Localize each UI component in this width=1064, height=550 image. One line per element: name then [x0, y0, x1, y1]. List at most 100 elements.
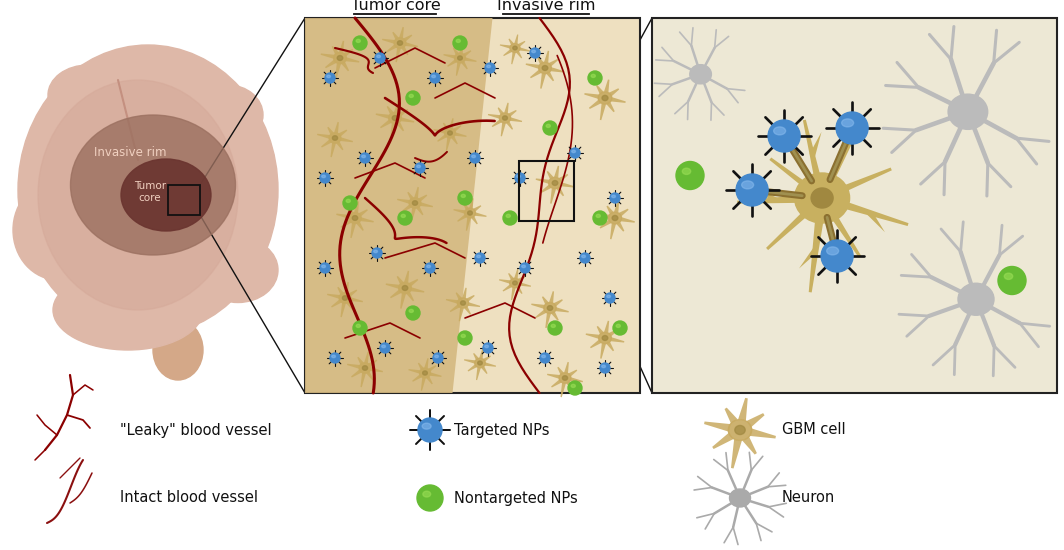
Ellipse shape [401, 214, 405, 217]
Polygon shape [566, 381, 573, 390]
Ellipse shape [552, 180, 558, 185]
Polygon shape [564, 362, 569, 373]
Ellipse shape [571, 150, 576, 153]
Ellipse shape [774, 127, 785, 135]
Polygon shape [769, 157, 812, 191]
Polygon shape [492, 119, 502, 127]
Polygon shape [358, 357, 364, 365]
Ellipse shape [461, 334, 465, 338]
Ellipse shape [435, 355, 438, 358]
Polygon shape [519, 282, 531, 287]
Polygon shape [345, 57, 360, 63]
Polygon shape [747, 413, 765, 427]
Ellipse shape [513, 46, 517, 50]
Polygon shape [614, 200, 619, 213]
Text: Targeted NPs: Targeted NPs [454, 422, 549, 437]
Polygon shape [553, 299, 563, 307]
Polygon shape [339, 137, 353, 142]
Polygon shape [433, 129, 446, 134]
Polygon shape [810, 132, 821, 156]
Ellipse shape [728, 420, 751, 441]
Polygon shape [449, 118, 453, 129]
Polygon shape [600, 343, 605, 359]
Polygon shape [347, 364, 361, 369]
Ellipse shape [571, 384, 576, 387]
Ellipse shape [343, 296, 348, 300]
Circle shape [593, 211, 606, 225]
Polygon shape [397, 199, 411, 204]
Polygon shape [320, 53, 335, 59]
Polygon shape [455, 62, 461, 76]
Ellipse shape [602, 95, 608, 101]
Polygon shape [516, 286, 522, 294]
Polygon shape [455, 292, 462, 300]
Text: GBM cell: GBM cell [782, 422, 846, 437]
Ellipse shape [477, 255, 481, 257]
Polygon shape [569, 377, 583, 382]
Ellipse shape [612, 195, 615, 197]
Polygon shape [606, 342, 614, 351]
Polygon shape [317, 134, 330, 139]
Polygon shape [547, 171, 553, 179]
Polygon shape [406, 292, 414, 301]
Polygon shape [704, 421, 731, 432]
Polygon shape [511, 52, 516, 64]
Circle shape [520, 263, 530, 273]
Ellipse shape [682, 168, 691, 174]
Ellipse shape [321, 175, 326, 178]
Ellipse shape [198, 238, 278, 302]
Polygon shape [336, 141, 344, 150]
Polygon shape [366, 371, 373, 380]
Circle shape [375, 53, 385, 63]
Polygon shape [549, 59, 559, 67]
Polygon shape [437, 134, 447, 142]
Ellipse shape [193, 85, 263, 145]
Polygon shape [506, 121, 513, 130]
Circle shape [836, 112, 868, 144]
Polygon shape [620, 217, 635, 223]
Polygon shape [454, 132, 467, 137]
Polygon shape [509, 39, 514, 45]
Polygon shape [544, 51, 549, 63]
Polygon shape [410, 287, 425, 293]
Ellipse shape [456, 40, 461, 42]
Polygon shape [409, 279, 418, 287]
Polygon shape [450, 304, 460, 312]
Polygon shape [359, 209, 368, 217]
Polygon shape [514, 268, 518, 279]
Polygon shape [419, 202, 433, 207]
Polygon shape [738, 398, 748, 421]
Polygon shape [501, 123, 505, 136]
Ellipse shape [116, 52, 200, 118]
Ellipse shape [606, 295, 611, 298]
Ellipse shape [842, 119, 853, 127]
Polygon shape [325, 59, 336, 68]
Polygon shape [327, 294, 340, 299]
Ellipse shape [742, 181, 753, 189]
Polygon shape [475, 212, 486, 217]
Polygon shape [484, 362, 496, 367]
Polygon shape [589, 100, 601, 109]
Polygon shape [541, 73, 546, 89]
Circle shape [360, 153, 370, 163]
Polygon shape [585, 333, 600, 339]
Polygon shape [416, 206, 423, 215]
Ellipse shape [730, 489, 750, 507]
Circle shape [330, 353, 340, 363]
Polygon shape [504, 103, 509, 113]
Polygon shape [867, 211, 885, 232]
Ellipse shape [363, 366, 367, 370]
Polygon shape [412, 374, 422, 382]
Circle shape [503, 211, 517, 225]
Polygon shape [428, 365, 436, 372]
Ellipse shape [478, 361, 482, 365]
Text: Invasive rim: Invasive rim [497, 0, 596, 13]
Ellipse shape [485, 345, 488, 348]
Ellipse shape [121, 159, 211, 231]
Ellipse shape [543, 65, 548, 70]
Ellipse shape [506, 214, 511, 217]
Ellipse shape [388, 112, 401, 124]
Ellipse shape [422, 371, 428, 375]
Polygon shape [558, 367, 564, 375]
Polygon shape [514, 35, 518, 44]
